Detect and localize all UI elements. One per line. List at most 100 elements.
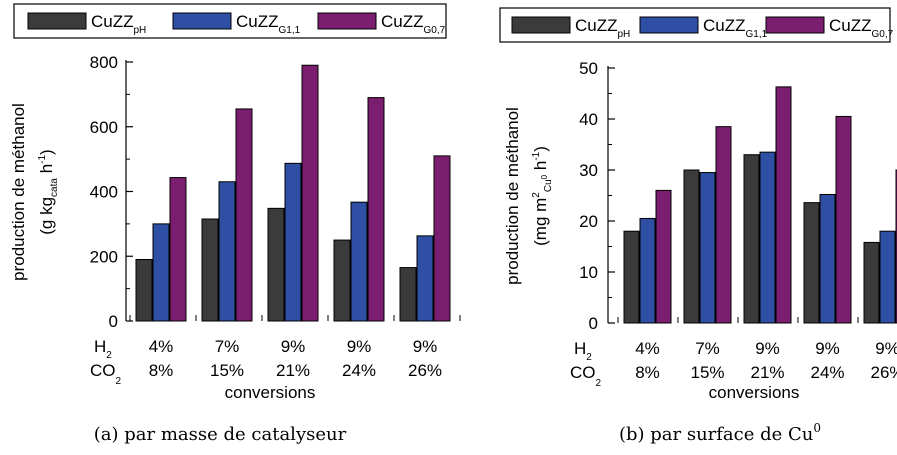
legend-swatch xyxy=(511,16,571,34)
category-label-co2: 15% xyxy=(210,361,244,380)
bar xyxy=(775,86,792,324)
row-label-h2: H2 xyxy=(574,339,592,363)
unit-sup: 2 xyxy=(531,192,542,198)
row-label-main: H xyxy=(574,339,586,358)
bar xyxy=(835,115,852,324)
legend-label-sub: pH xyxy=(134,25,147,36)
y-tick-label: 10 xyxy=(579,263,598,282)
chart-panel-b: CuZZpH CuZZG1,1 CuZZG0,701020304050product… xyxy=(499,7,897,445)
legend-label-sub: G1,1 xyxy=(279,25,301,36)
unit-sup: -1 xyxy=(531,151,542,160)
legend-swatch xyxy=(765,16,825,34)
y-tick-label: 800 xyxy=(90,53,118,72)
unit-part: (mg m xyxy=(531,198,550,246)
x-axis-label: conversions xyxy=(225,383,316,402)
y-tick-label: 0 xyxy=(589,314,598,333)
bar xyxy=(350,201,368,322)
bar xyxy=(135,258,153,322)
y-axis-unit: (mg m2Cu0 h-1) xyxy=(531,146,554,246)
category-label-h2: 9% xyxy=(347,337,372,356)
category-label-h2: 9% xyxy=(815,339,840,358)
row-label-sub: 2 xyxy=(596,378,602,389)
bar xyxy=(152,223,170,322)
y-tick-label: 600 xyxy=(90,118,118,137)
y-axis-label: production de méthanol xyxy=(9,103,28,281)
legend-swatch xyxy=(27,12,87,30)
row-label-main: CO xyxy=(570,363,596,382)
category-label-h2: 4% xyxy=(635,339,660,358)
legend-label-base: CuZZ xyxy=(575,16,618,35)
legend-label-sub: G0,7 xyxy=(872,29,894,40)
bar xyxy=(639,217,656,324)
chart-panel-a: CuZZpH CuZZG1,1 CuZZG0,70200400600800produ… xyxy=(9,3,461,445)
bar xyxy=(201,218,219,322)
y-tick-label: 400 xyxy=(90,183,118,202)
bar xyxy=(218,181,236,322)
bar xyxy=(301,64,319,322)
y-tick-label: 20 xyxy=(579,212,598,231)
y-axis-unit: (g kgcata h-1) xyxy=(37,149,60,234)
bar xyxy=(879,230,896,324)
legend-label: CuZZG0,7 xyxy=(381,12,446,36)
legend-label: CuZZpH xyxy=(575,16,630,40)
caption-text: (a) par masse de catalyseur xyxy=(94,424,347,445)
category-label-co2: 26% xyxy=(870,363,897,382)
bar xyxy=(399,267,417,322)
category-label-co2: 15% xyxy=(690,363,724,382)
y-tick-label: 0 xyxy=(109,312,118,331)
legend-label-sub: G1,1 xyxy=(746,29,768,40)
bar xyxy=(367,97,385,322)
legend-label-base: CuZZ xyxy=(381,12,424,31)
category-label-co2: 21% xyxy=(276,361,310,380)
bar xyxy=(433,155,451,322)
category-label-h2: 7% xyxy=(695,339,720,358)
category-label-co2: 21% xyxy=(750,363,784,382)
legend-label: CuZZG1,1 xyxy=(703,16,768,40)
panel-caption: (b) par surface de Cu0 xyxy=(619,421,821,445)
legend-label-sub: pH xyxy=(618,29,631,40)
legend-label-base: CuZZ xyxy=(829,16,872,35)
bar xyxy=(819,193,836,324)
caption-text: (b) par surface de Cu xyxy=(619,424,813,445)
bar xyxy=(333,239,351,322)
bar xyxy=(655,189,672,324)
unit-part: ) xyxy=(37,149,56,155)
y-tick-label: 50 xyxy=(579,59,598,78)
row-label-co2: CO2 xyxy=(570,363,602,389)
category-label-h2: 4% xyxy=(149,337,174,356)
row-label-sub: 2 xyxy=(106,350,112,361)
legend-swatch xyxy=(172,12,232,30)
row-label-main: CO xyxy=(90,361,116,380)
bar xyxy=(284,162,302,322)
row-label-sub: 2 xyxy=(116,376,122,387)
unit-sub: cata xyxy=(49,178,60,197)
bar xyxy=(759,151,776,324)
bar xyxy=(715,126,732,324)
unit-part: (g kg xyxy=(37,197,56,235)
x-axis-label: conversions xyxy=(709,383,800,402)
bar xyxy=(267,207,285,322)
legend-label-base: CuZZ xyxy=(91,12,134,31)
row-label-h2: H2 xyxy=(94,337,112,361)
row-label-main: H xyxy=(94,337,106,356)
category-label-h2: 9% xyxy=(413,337,438,356)
bar xyxy=(235,108,253,322)
category-label-co2: 24% xyxy=(342,361,376,380)
bar xyxy=(623,230,640,324)
unit-subsup: 0 xyxy=(540,174,549,179)
y-tick-label: 30 xyxy=(579,161,598,180)
legend-label-base: CuZZ xyxy=(236,12,279,31)
legend-label: CuZZG0,7 xyxy=(829,16,894,40)
y-tick-label: 40 xyxy=(579,110,598,129)
row-label-co2: CO2 xyxy=(90,361,122,387)
caption-superscript: 0 xyxy=(813,421,821,435)
category-label-co2: 8% xyxy=(635,363,660,382)
row-label-sub: 2 xyxy=(586,352,592,363)
legend-swatch xyxy=(639,16,699,34)
category-label-co2: 26% xyxy=(408,361,442,380)
legend-label: CuZZpH xyxy=(91,12,146,36)
category-label-co2: 8% xyxy=(149,361,174,380)
category-label-co2: 24% xyxy=(810,363,844,382)
unit-part: ) xyxy=(531,146,550,152)
